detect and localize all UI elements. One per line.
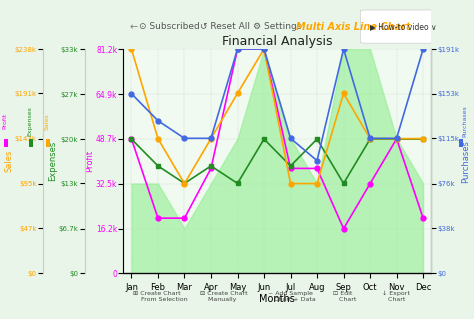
Text: Sales: Sales xyxy=(45,113,50,130)
Text: Profit: Profit xyxy=(2,113,8,129)
Title: Financial Analysis: Financial Analysis xyxy=(222,35,333,48)
Y-axis label: Sales: Sales xyxy=(4,150,13,172)
Text: ↓ Export
   Chart: ↓ Export Chart xyxy=(382,291,410,302)
Text: ▶ How-to video ∨: ▶ How-to video ∨ xyxy=(370,22,436,31)
Text: ⊟ Create Chart
    Manually: ⊟ Create Chart Manually xyxy=(201,291,248,301)
Y-axis label: Profit: Profit xyxy=(85,150,94,172)
FancyBboxPatch shape xyxy=(360,10,434,43)
Y-axis label: Expenses: Expenses xyxy=(48,141,57,181)
Text: Multi Axis Line Chart: Multi Axis Line Chart xyxy=(296,22,410,32)
Text: ←: ← xyxy=(129,22,141,32)
Y-axis label: Purchases: Purchases xyxy=(461,140,470,183)
Text: ⊙ Subscribed: ⊙ Subscribed xyxy=(139,22,200,31)
Text: ~ Add Sample
   Chart + Data: ~ Add Sample Chart + Data xyxy=(268,291,316,301)
Text: ⊞ Create Chart
    From Selection: ⊞ Create Chart From Selection xyxy=(133,291,187,301)
Text: ⊡ Edit
   Chart: ⊡ Edit Chart xyxy=(333,291,356,301)
Text: ⚙ Settings: ⚙ Settings xyxy=(253,22,301,31)
Text: ↺ Reset All: ↺ Reset All xyxy=(201,22,250,31)
Text: Expenses: Expenses xyxy=(27,106,33,136)
X-axis label: Months: Months xyxy=(259,293,295,303)
Text: Purchases: Purchases xyxy=(462,105,467,137)
